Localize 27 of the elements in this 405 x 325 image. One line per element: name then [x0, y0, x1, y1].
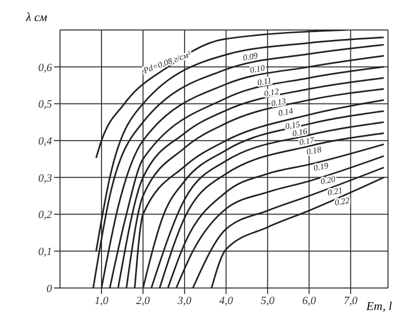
y-tick-label: 0,5: [38, 98, 52, 111]
text: 0.10: [249, 62, 266, 75]
y-tick-label: 0,6: [38, 62, 52, 74]
y-tick-label: 0,1: [38, 246, 52, 258]
x-tick-label: 2,0: [136, 294, 150, 307]
x-tick-label: 5,0: [260, 294, 275, 307]
line-series: [95, 30, 348, 159]
y-tick-label: 0,2: [38, 209, 52, 222]
x-tick-label: 6,0: [302, 294, 316, 307]
text: 0.19: [312, 160, 330, 173]
y-tick-label: 0: [46, 282, 52, 295]
text: 0.18: [306, 144, 323, 157]
text: 0.20: [320, 174, 337, 186]
x-tick-label: 3,0: [176, 294, 192, 307]
x-tick-label: 7,0: [344, 294, 358, 307]
line-series: [210, 176, 385, 288]
y-axis-title: λ см: [26, 10, 48, 25]
y-tick-label: 0,3: [38, 172, 52, 184]
text: 0.21: [326, 185, 344, 198]
x-axis-title: Eт, l: [366, 299, 392, 314]
text: 0.11: [256, 75, 272, 88]
x-tick-label: 1,0: [94, 294, 109, 307]
text: 0.22: [334, 194, 351, 208]
text: 0.12: [263, 86, 280, 98]
x-tick-label: 4,0: [219, 294, 234, 307]
text: 0.09: [242, 50, 260, 63]
y-tick-label: 0,4: [38, 135, 52, 148]
